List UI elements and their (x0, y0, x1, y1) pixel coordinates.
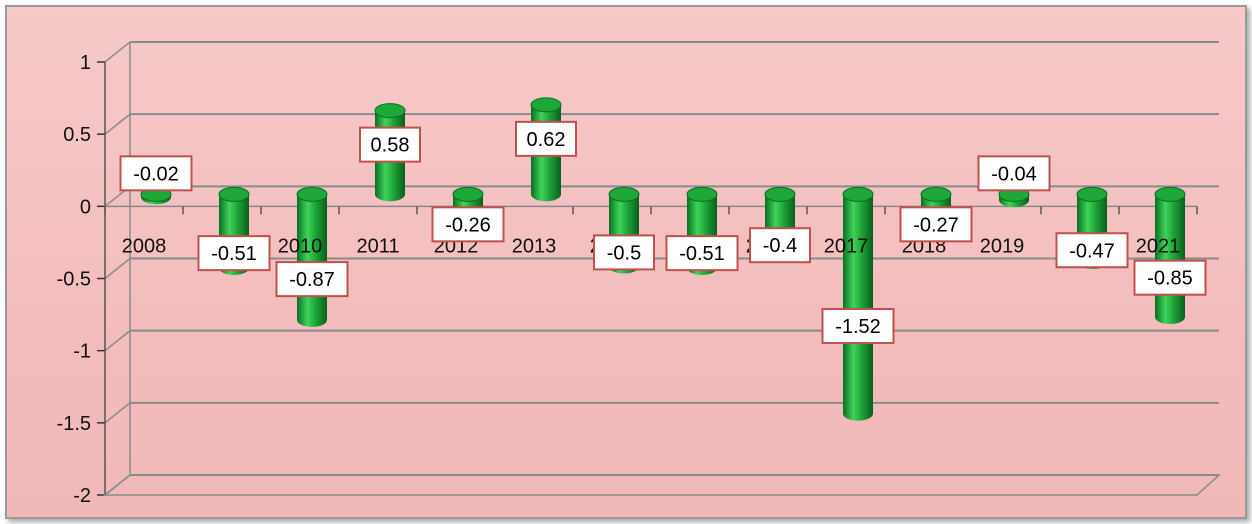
data-label-2021: -0.85 (1133, 259, 1207, 296)
bar-top-cap (920, 186, 952, 202)
data-label-box (119, 155, 193, 192)
data-label-box (1133, 259, 1207, 296)
data-label-text: -0.26 (445, 214, 491, 236)
data-label-text: 0.58 (371, 135, 410, 157)
y-tick-label: 1 (80, 52, 91, 74)
bar-top-cap (218, 186, 250, 202)
bar-2010 (296, 186, 328, 327)
y-tick-label: 0.5 (63, 124, 91, 146)
data-label-2017: -1.52 (821, 308, 895, 345)
data-label-text: -0.47 (1069, 240, 1115, 262)
data-label-text: -0.4 (763, 235, 797, 257)
data-label-text: -0.5 (607, 242, 641, 264)
bar-bottom-cap (843, 406, 873, 421)
x-tick-label: 2010 (278, 235, 323, 257)
data-label-text: -0.85 (1147, 268, 1193, 290)
bar-bottom-cap (1155, 310, 1185, 325)
data-label-text: -0.51 (211, 243, 257, 265)
data-label-box (1055, 232, 1129, 269)
bar-bottom-cap (297, 312, 327, 327)
data-label-box (359, 126, 421, 163)
bar-bottom-cap (531, 187, 561, 202)
data-label-box (821, 308, 895, 345)
x-tick-label: 2011 (356, 235, 399, 257)
data-label-box (665, 235, 739, 272)
data-label-text: -0.04 (991, 163, 1037, 185)
data-label-2020: -0.47 (1055, 232, 1129, 269)
gridline-perspective (104, 330, 131, 352)
x-tick-label: 2021 (1136, 235, 1181, 257)
x-tick-label: 2019 (980, 235, 1025, 257)
bar-body (1155, 194, 1185, 318)
y-tick-label: -1.5 (57, 413, 91, 435)
bar-body (843, 194, 873, 414)
bar-2021 (1154, 186, 1186, 325)
data-label-text: 0.62 (527, 129, 566, 151)
data-label-2012: -0.26 (431, 206, 505, 243)
x-tick-label: 2017 (824, 235, 869, 257)
data-label-box (197, 235, 271, 272)
bar-top-cap (374, 103, 406, 119)
data-label-text: -0.51 (679, 243, 725, 265)
data-label-box (515, 120, 577, 157)
data-label-2010: -0.87 (275, 261, 349, 298)
data-label-box (275, 261, 349, 298)
data-label-box (593, 234, 655, 271)
data-label-text: -0.27 (913, 214, 959, 236)
bar-top-cap (296, 186, 328, 202)
data-label-box (977, 155, 1051, 192)
bar-top-cap (842, 186, 874, 202)
data-label-2015: -0.51 (665, 235, 739, 272)
data-label-2013: 0.62 (515, 120, 577, 157)
bar-2017 (842, 186, 874, 421)
gridline-perspective (104, 41, 131, 63)
data-label-box (431, 206, 505, 243)
x-tick-label: 2013 (512, 235, 557, 257)
data-label-2011: 0.58 (359, 126, 421, 163)
data-label-2019: -0.04 (977, 155, 1051, 192)
y-tick-label: -1 (73, 341, 91, 363)
data-label-2008: -0.02 (119, 155, 193, 192)
data-label-text: -0.02 (133, 163, 179, 185)
y-tick-label: -2 (73, 485, 91, 507)
gridline-perspective (104, 257, 131, 280)
chart-frame: 10.50-0.5-1-1.5-2 2008200920102011201220… (5, 5, 1247, 519)
data-labels: -0.02 -0.51 -0.87 0.58 -0.26 0.62 -0.5 -0.51 -0.… (119, 120, 1207, 345)
data-label-2009: -0.51 (197, 235, 271, 272)
data-label-2014: -0.5 (593, 234, 655, 271)
bar-top-cap (530, 97, 562, 113)
bar-top-cap (686, 186, 718, 202)
bar-body (297, 194, 327, 320)
data-label-box (749, 227, 811, 264)
gridline-perspective (104, 402, 131, 424)
data-label-text: -1.52 (835, 316, 881, 338)
bar-top-cap (1154, 186, 1186, 202)
y-tick-label: -0.5 (57, 269, 91, 291)
data-label-2016: -0.4 (749, 227, 811, 264)
y-tick-label: 0 (80, 196, 91, 218)
gridline-perspective (104, 113, 131, 135)
bar-bottom-cap (375, 187, 405, 202)
data-label-text: -0.87 (289, 269, 335, 291)
data-label-2018: -0.27 (899, 206, 973, 243)
bar-top-cap (608, 186, 640, 202)
floor (102, 474, 1221, 496)
data-label-box (899, 206, 973, 243)
x-tick-label: 2008 (122, 235, 167, 257)
bar-chart: 10.50-0.5-1-1.5-2 2008200920102011201220… (57, 41, 1221, 507)
bar-top-cap (764, 186, 796, 202)
gridlines (104, 41, 1219, 496)
bar-top-cap (452, 186, 484, 202)
bar-top-cap (1076, 186, 1108, 202)
